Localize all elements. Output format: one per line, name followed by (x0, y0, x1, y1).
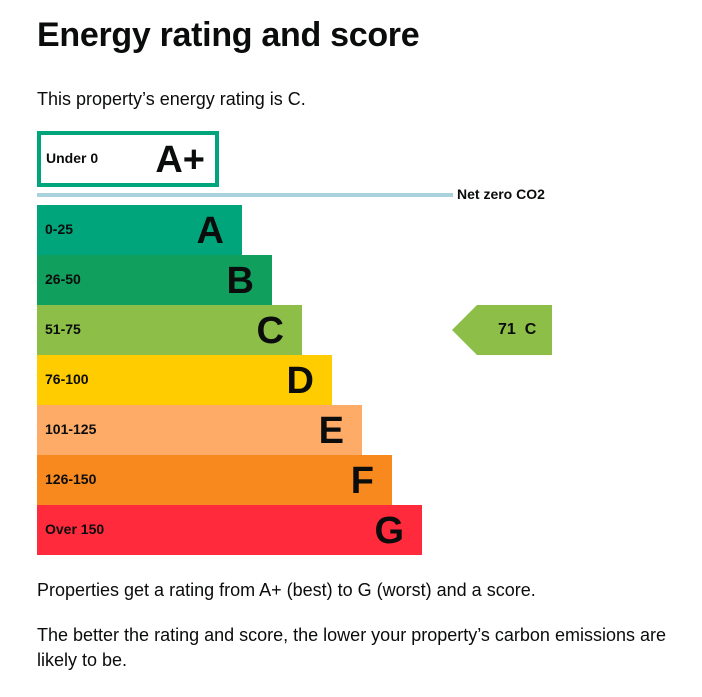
band-aplus-range: Under 0 (46, 150, 99, 166)
band-range-label: 0-25 (45, 221, 74, 237)
band-letter-label: D (286, 360, 314, 402)
band-range-label: 76-100 (45, 371, 89, 387)
band-letter-label: B (226, 260, 254, 302)
band-a: 0-25 A (37, 205, 242, 255)
band-e: 101-125 E (37, 405, 362, 455)
net-zero-label: Net zero CO2 (457, 186, 545, 202)
current-rating-arrow (452, 305, 552, 355)
band-aplus: Under 0 A+ (37, 131, 219, 187)
band-d: 76-100 D (37, 355, 332, 405)
band-letter-label: A (196, 210, 224, 252)
band-aplus-letter: A+ (155, 139, 205, 181)
rating-summary: This property’s energy rating is C. (37, 89, 306, 109)
band-b: 26-50 B (37, 255, 272, 305)
band-letter-label: G (374, 510, 404, 552)
band-range-label: 126-150 (45, 471, 97, 487)
emissions-explanation: The better the rating and score, the low… (37, 625, 666, 670)
band-c: 51-75 C (37, 305, 302, 355)
band-letter-label: C (256, 310, 284, 352)
current-rating-marker: 71 C (452, 305, 552, 355)
band-range-label: 51-75 (45, 321, 81, 337)
band-range-label: Over 150 (45, 521, 105, 537)
current-rating-value: 71 C (498, 321, 537, 338)
band-f: 126-150 F (37, 455, 392, 505)
band-letter-label: E (318, 410, 344, 452)
rating-explanation: Properties get a rating from A+ (best) t… (37, 580, 536, 600)
net-zero-line (37, 193, 453, 197)
band-g: Over 150 G (37, 505, 422, 555)
band-range-label: 101-125 (45, 421, 97, 437)
band-letter-label: F (350, 460, 374, 502)
page-title: Energy rating and score (37, 16, 420, 54)
band-range-label: 26-50 (45, 271, 81, 287)
